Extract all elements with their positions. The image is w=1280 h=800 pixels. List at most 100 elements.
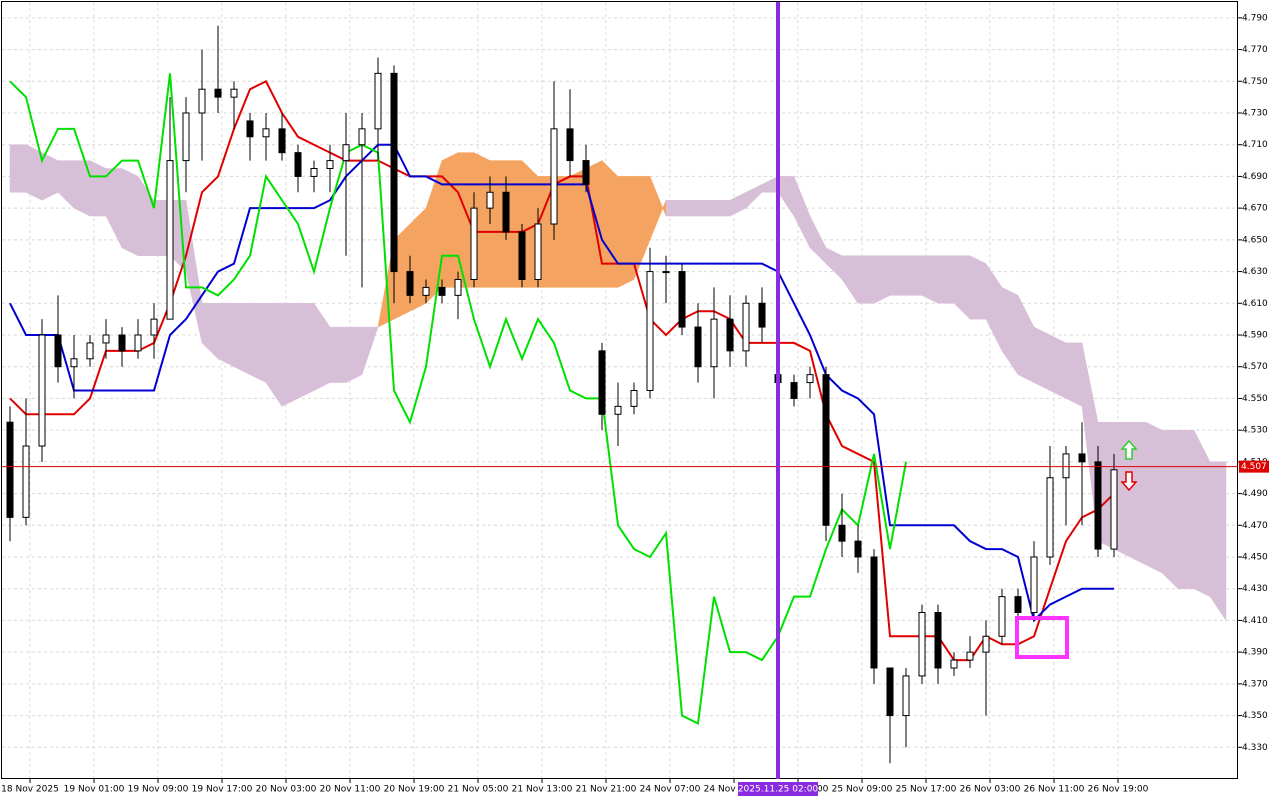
candle-body [742, 302, 750, 352]
cloud-segment [41, 152, 59, 201]
cloud-segment [921, 255, 939, 304]
y-tick-label: 4.490 [1242, 489, 1268, 499]
candle-body [1062, 453, 1070, 479]
x-tick-label: 21 Nov 21:00 [576, 785, 637, 795]
cloud-segment [713, 199, 731, 217]
candle-body [166, 160, 174, 320]
x-tick-label: 25 Nov 09:00 [832, 785, 893, 795]
candle-body [54, 334, 62, 368]
cloud-segment [905, 255, 923, 296]
candle-body [118, 334, 126, 352]
x-tick-label: 21 Nov 05:00 [448, 785, 509, 795]
indicator-line [9, 143, 1114, 623]
candle-body [438, 286, 446, 296]
x-tick-label: 18 Nov 2025 [1, 785, 59, 795]
x-tick-label: 19 Nov 09:00 [128, 785, 189, 795]
candle-body [902, 675, 910, 717]
cloud-segment [617, 176, 635, 288]
up-arrow [1120, 439, 1138, 460]
y-tick-label: 4.530 [1242, 426, 1268, 436]
indicator-line [9, 79, 1115, 662]
candle-body [22, 445, 30, 518]
x-tick-label: 26 Nov 11:00 [1024, 785, 1085, 795]
y-tick-label: 4.690 [1242, 172, 1268, 182]
y-tick-label: 4.390 [1242, 648, 1268, 658]
candle-body [934, 612, 942, 669]
indicator-line [9, 73, 907, 726]
candle-body [134, 334, 142, 352]
candle-body [1030, 556, 1038, 613]
candle-body [390, 72, 398, 273]
x-tick-label: 26 Nov 19:00 [1088, 785, 1149, 795]
candle-body [246, 120, 254, 138]
cloud-segment [329, 326, 347, 383]
candle-body [454, 279, 462, 296]
x-tick-label: 20 Nov 19:00 [384, 785, 445, 795]
cloud-segment [233, 303, 251, 376]
cursor-label-bg [738, 782, 818, 796]
candle-body [310, 168, 318, 177]
candle-body [486, 191, 494, 209]
cloud-segment [1209, 461, 1227, 622]
candle-body [262, 128, 270, 138]
candle-body [198, 88, 206, 114]
cloud-segment [569, 168, 587, 288]
candle-body [374, 72, 382, 130]
cloud-segment [1033, 326, 1051, 391]
y-tick-label: 4.570 [1242, 362, 1268, 372]
y-tick-label: 4.730 [1242, 109, 1268, 119]
candle-body [550, 128, 558, 225]
candle-body [998, 596, 1006, 637]
candle-body [806, 374, 814, 384]
x-tick-label: 26 Nov 03:00 [960, 785, 1021, 795]
candle-body [710, 318, 718, 368]
candle-body [406, 271, 414, 296]
candle-body [38, 334, 46, 447]
y-tick-label: 4.350 [1242, 711, 1268, 721]
candle-body [694, 326, 702, 368]
y-tick-label: 4.710 [1242, 140, 1268, 150]
cloud-segment [873, 255, 891, 304]
y-tick-label: 4.410 [1242, 616, 1268, 626]
x-tick-label: 24 Nov 15:00 [704, 785, 765, 795]
candle-body [726, 318, 734, 352]
candle-body [150, 318, 158, 336]
candle-body [102, 334, 110, 344]
candle-body [758, 302, 766, 328]
cloud-segment [9, 144, 27, 193]
x-tick-label: 19 Nov 01:00 [64, 785, 125, 795]
cloud-segment [361, 326, 379, 375]
cloud-segment [281, 303, 299, 407]
candle-body [582, 160, 590, 185]
candle-body [294, 152, 302, 177]
cursor-label: 2025.11.25 02:00 [738, 785, 819, 795]
cloud-segment [345, 326, 363, 383]
cloud-segment [249, 303, 267, 383]
candle-body [854, 540, 862, 558]
y-tick-label: 4.630 [1242, 267, 1268, 277]
candle-body [886, 667, 894, 717]
candle-body [534, 223, 542, 280]
down-arrow [1120, 471, 1138, 492]
candle-body [950, 659, 958, 669]
y-tick-label: 4.450 [1242, 553, 1268, 563]
y-tick-label: 4.770 [1242, 45, 1268, 55]
cloud-segment [441, 152, 459, 288]
candle-body [326, 160, 334, 169]
cloud-segment [1129, 421, 1147, 566]
x-tick-label: 21 Nov 13:00 [512, 785, 573, 795]
candle-body [614, 405, 622, 415]
cloud-segment [937, 255, 955, 304]
candle-body [662, 271, 670, 274]
candle-body [822, 374, 830, 526]
candle-body [1014, 596, 1022, 614]
cloud-segment [681, 199, 699, 217]
candle-body [918, 612, 926, 677]
cloud-segment [1161, 429, 1179, 590]
cloud-segment [1177, 429, 1195, 589]
candle-body [870, 556, 878, 669]
candle-body [790, 382, 798, 399]
candle-body [214, 88, 222, 98]
